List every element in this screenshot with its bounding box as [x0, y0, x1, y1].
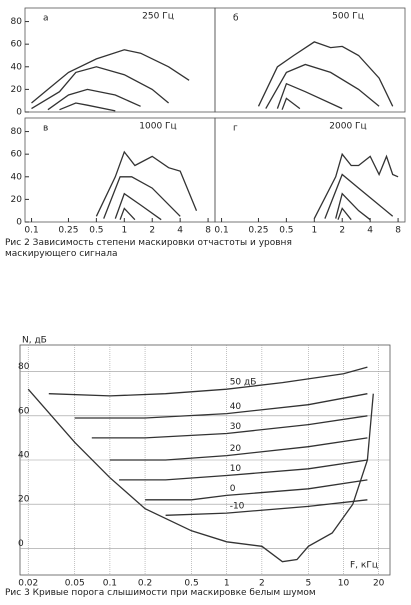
curve	[91, 415, 368, 439]
y-tick-label: 40	[11, 62, 23, 72]
x-tick-label: 1	[121, 226, 127, 236]
x-axis-label: F, кГц	[350, 561, 378, 571]
panel-label: б	[233, 14, 239, 24]
y-tick-label: 60	[11, 40, 23, 50]
x-tick-label: 8	[205, 226, 211, 236]
curve-label: 20	[230, 444, 242, 454]
x-tick-label: 0.02	[18, 579, 38, 589]
curve	[276, 82, 343, 110]
curve	[145, 479, 368, 501]
curve-label: -10	[230, 502, 245, 512]
curve	[59, 102, 116, 112]
curve	[27, 388, 374, 563]
y-tick-label: 60	[18, 406, 30, 416]
curve-label: 50 дБ	[230, 378, 257, 388]
y-tick-label: 80	[11, 17, 23, 27]
x-tick-label: 5	[305, 579, 311, 589]
curve	[281, 97, 301, 110]
y-tick-label: 20	[11, 195, 23, 205]
panel-title: 500 Гц	[332, 12, 364, 22]
x-tick-label: 8	[395, 226, 401, 236]
x-tick-label: 0.5	[184, 579, 198, 589]
plot-frame	[214, 117, 406, 223]
curve	[165, 499, 368, 516]
y-tick-label: 0	[18, 539, 24, 549]
caption: Рис 3 Кривые порога слышимости при маски…	[5, 588, 316, 598]
panel-label: а	[43, 14, 49, 24]
x-tick-label: 4	[367, 226, 373, 236]
curve	[337, 207, 352, 221]
x-tick-label: 2	[259, 579, 265, 589]
curve	[257, 41, 394, 107]
y-tick-label: 40	[11, 172, 23, 182]
panel-title: 250 Гц	[142, 12, 174, 22]
curve	[103, 176, 181, 219]
y-tick-label: 0	[16, 218, 22, 228]
curve	[265, 63, 380, 109]
x-tick-label: 0.1	[24, 226, 38, 236]
caption: Рис 2 Зависимость степени маскировки отч…	[5, 238, 292, 259]
x-tick-label: 2	[339, 226, 345, 236]
panel-title: 1000 Гц	[139, 122, 176, 132]
x-tick-label: 1	[311, 226, 317, 236]
curve	[313, 152, 399, 219]
curve	[119, 459, 368, 481]
curve-label: 0	[230, 484, 236, 494]
curve-label: 40	[230, 402, 242, 412]
curve	[119, 207, 136, 221]
y-tick-label: 80	[11, 127, 23, 137]
y-tick-label: 40	[18, 451, 30, 461]
x-tick-label: 0.05	[65, 579, 85, 589]
y-tick-label: 20	[18, 495, 30, 505]
curve-label: 30	[230, 422, 242, 432]
panel-label: в	[43, 124, 48, 134]
plot-frame	[214, 7, 406, 113]
curve	[109, 437, 368, 461]
y-axis-label: N, дБ	[22, 336, 47, 346]
x-tick-label: 0.25	[248, 226, 268, 236]
x-tick-label: 2	[149, 226, 155, 236]
panel-label: г	[233, 124, 238, 134]
curve	[114, 192, 162, 221]
x-tick-label: 4	[177, 226, 183, 236]
x-tick-label: 0.5	[89, 226, 103, 236]
x-tick-label: 0.1	[214, 226, 228, 236]
curve	[324, 173, 394, 219]
panel-title: 2000 Гц	[329, 122, 366, 132]
x-tick-label: 0.2	[138, 579, 152, 589]
y-tick-label: 80	[18, 362, 30, 372]
x-tick-label: 20	[373, 579, 385, 589]
x-tick-label: 10	[338, 579, 350, 589]
curve	[31, 49, 190, 104]
y-tick-label: 20	[11, 85, 23, 95]
curve-label: 10	[230, 464, 242, 474]
x-tick-label: 1	[224, 579, 230, 589]
y-tick-label: 0	[16, 108, 22, 118]
y-tick-label: 60	[11, 150, 23, 160]
curve	[335, 192, 371, 221]
x-tick-label: 0.25	[58, 226, 78, 236]
curve	[31, 66, 170, 110]
x-tick-label: 0.5	[279, 226, 293, 236]
curve	[95, 150, 198, 217]
curve	[48, 366, 368, 397]
x-tick-label: 0.1	[103, 579, 117, 589]
curve	[47, 88, 141, 111]
curve	[74, 393, 368, 419]
